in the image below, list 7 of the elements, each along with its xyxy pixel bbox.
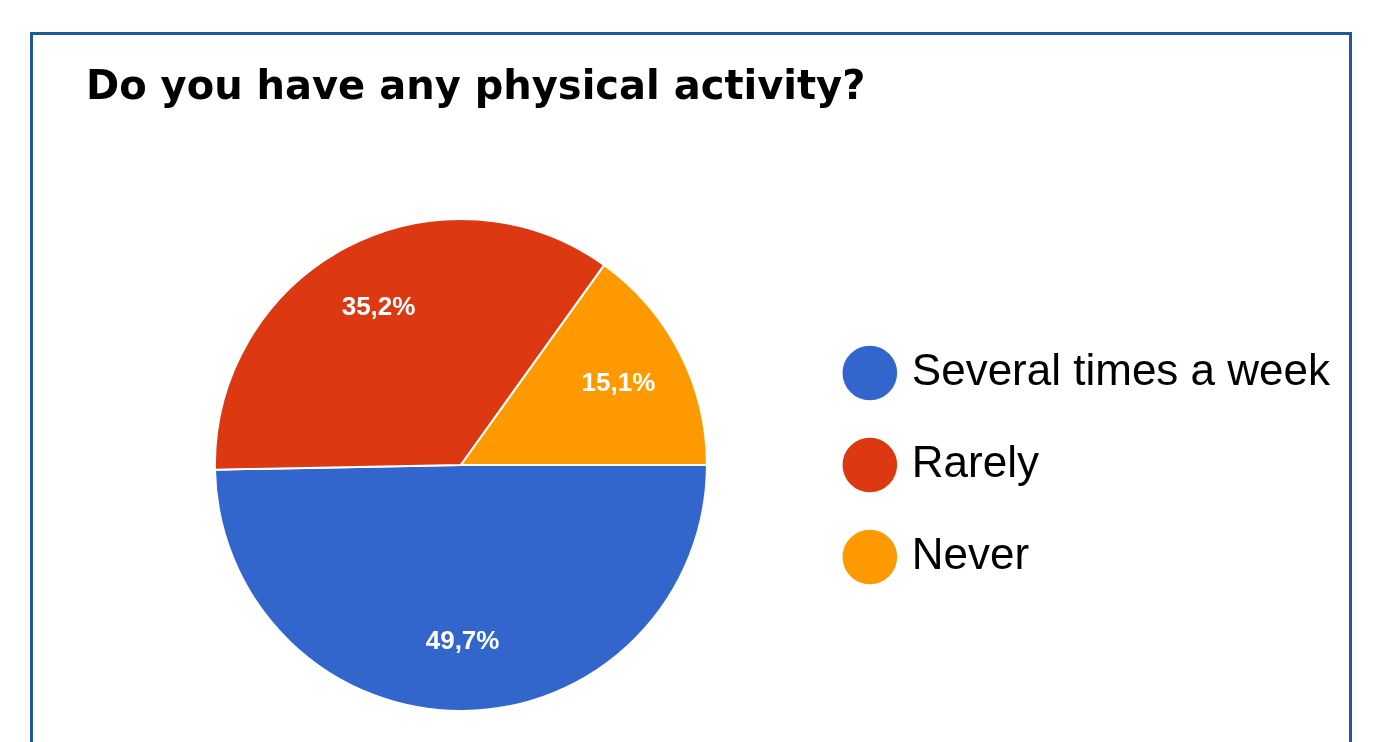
chart-title: Do you have any physical activity?: [86, 62, 866, 108]
legend-label: Several times a week: [911, 345, 1331, 395]
data-label: 49,7%: [425, 625, 500, 656]
data-label: 35,2%: [341, 291, 416, 322]
data-label: 15,1%: [581, 367, 656, 398]
legend-label: Rarely: [911, 437, 1039, 487]
legend-label: Never: [911, 529, 1030, 579]
